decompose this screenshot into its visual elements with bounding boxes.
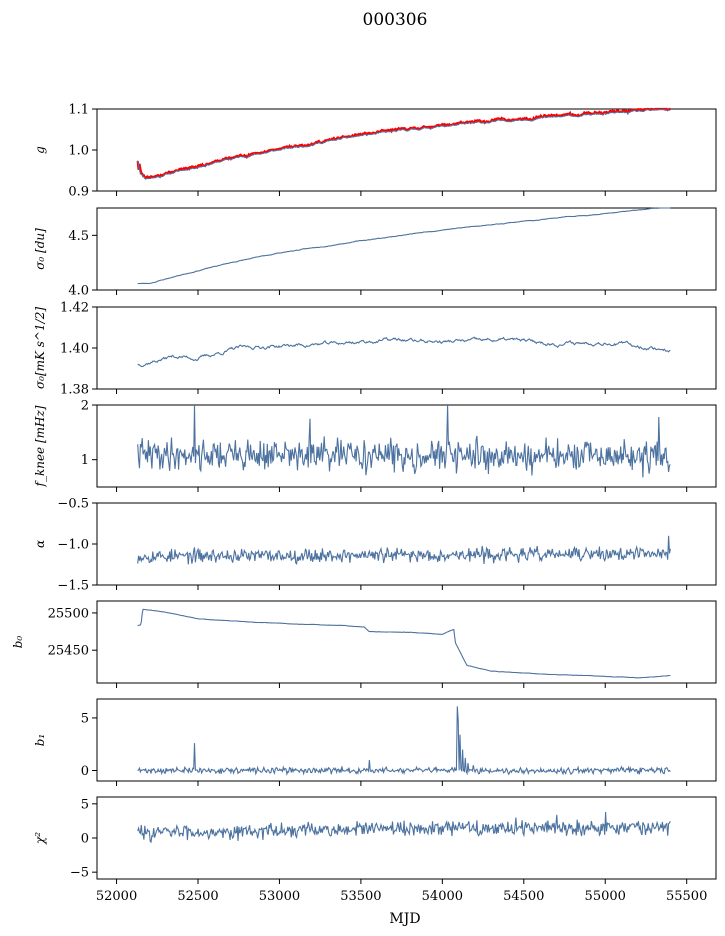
x-tick-label: 53500 <box>340 889 381 904</box>
series-line <box>137 404 671 478</box>
x-tick-label: 53000 <box>259 889 300 904</box>
series-line <box>137 608 671 679</box>
y-tick-label: −5 <box>70 866 89 881</box>
y-tick-label: −1.5 <box>57 579 89 594</box>
y-tick-label: 1.0 <box>68 144 89 159</box>
y-tick-label: 0 <box>81 764 89 779</box>
x-tick-label: 54500 <box>503 889 544 904</box>
series-line <box>137 108 671 180</box>
axes-frame <box>96 306 717 390</box>
panel-b1: 0 5 b₁ <box>33 698 717 786</box>
x-tick-label: 55000 <box>585 889 626 904</box>
y-axis-label: σ₀[mK s^1/2] <box>33 307 47 389</box>
x-tick-label: 52000 <box>96 889 137 904</box>
y-tick-label: 0.9 <box>68 185 89 200</box>
series-line <box>137 811 671 844</box>
y-axis-label: g <box>33 146 47 154</box>
y-axis-label: σ₀ [du] <box>33 228 47 270</box>
y-axis-label: χ² <box>33 832 47 845</box>
figure-title: 000306 <box>363 10 428 30</box>
y-tick-label: 5 <box>81 711 89 726</box>
y-tick-label: 25450 <box>48 644 89 659</box>
series-line-red <box>136 107 671 180</box>
panel-chi2: −5 0 5 52000 52500 53000 53500 54000 54500 55000 5… <box>33 796 717 904</box>
panel-b0: 25450 25500 b₀ <box>11 600 717 688</box>
y-tick-label: 25500 <box>48 606 89 621</box>
axes-frame <box>96 207 717 291</box>
series-line <box>137 207 671 285</box>
y-tick-label: 4.5 <box>68 229 89 244</box>
x-tick-label: 54000 <box>422 889 463 904</box>
panel-sigma0-mk: 1.38 1.40 1.42 σ₀[mK s^1/2] <box>33 301 717 398</box>
panel-g: 0.9 1.0 1.1 g <box>33 103 717 200</box>
y-tick-label: 4.0 <box>68 284 89 299</box>
y-tick-label: 1.38 <box>60 383 89 398</box>
y-tick-label: 1.40 <box>60 342 89 357</box>
series-line <box>137 336 671 368</box>
panel-alpha: −1.5 −1.0 −0.5 α <box>33 497 717 594</box>
y-axis-label: f_knee [mHz] <box>33 405 47 487</box>
axes-frame <box>96 796 717 880</box>
y-tick-label: −1.0 <box>57 538 89 553</box>
series-line <box>137 535 671 566</box>
axes-frame <box>96 600 717 684</box>
y-tick-label: 5 <box>81 797 89 812</box>
axes-frame <box>96 698 717 782</box>
series-line <box>137 706 671 777</box>
x-tick-label: 55500 <box>666 889 707 904</box>
y-tick-label: −0.5 <box>57 497 89 512</box>
x-axis-label: MJD <box>389 911 420 927</box>
panel-fknee: 1 2 f_knee [mHz] <box>33 399 717 492</box>
axes-frame <box>96 502 717 586</box>
y-axis-label: b₁ <box>33 734 47 747</box>
y-tick-label: 1 <box>81 453 89 468</box>
y-tick-label: 1.42 <box>60 301 89 316</box>
panel-sigma0-du: 4.0 4.5 σ₀ [du] <box>33 207 717 299</box>
axes-frame <box>96 404 717 488</box>
panels: 0.9 1.0 1.1 g 4.0 4.5 σ₀ [du] 1.38 1.40 1.42 σ₀[mK… <box>11 103 717 904</box>
y-tick-label: 0 <box>81 832 89 847</box>
y-tick-label: 2 <box>81 399 89 414</box>
y-axis-label: b₀ <box>11 636 25 649</box>
axes-frame <box>96 108 717 192</box>
y-axis-label: α <box>33 540 47 548</box>
y-tick-label: 1.1 <box>68 103 89 118</box>
x-tick-label: 52500 <box>177 889 218 904</box>
